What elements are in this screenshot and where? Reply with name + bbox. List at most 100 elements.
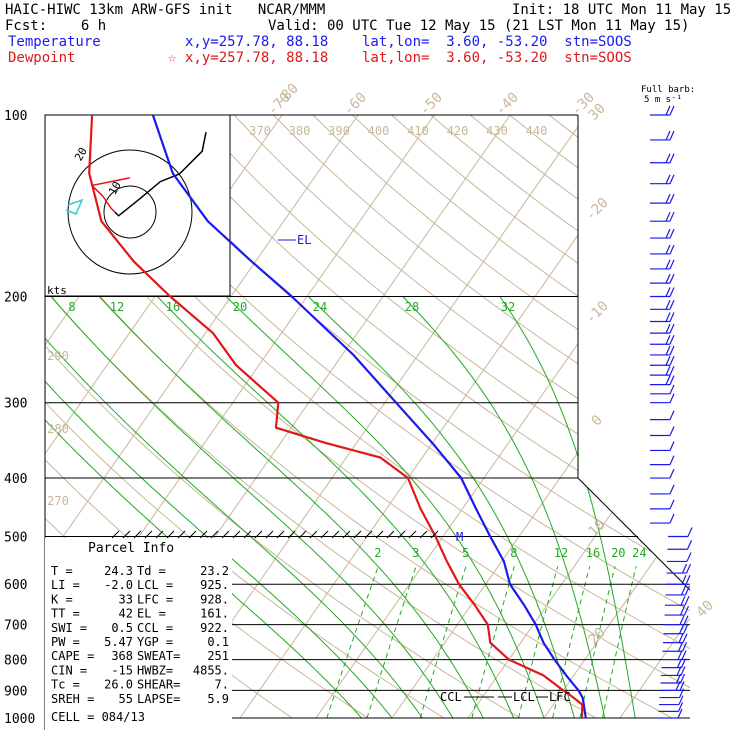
theta-label: 270	[47, 494, 69, 508]
wind-barb-flag	[669, 244, 675, 255]
wind-barb-flag	[686, 552, 692, 562]
mixing-ratio-line	[579, 566, 616, 719]
hodograph-ring-label: 20	[72, 145, 90, 163]
parcel-value: 922.	[200, 621, 229, 635]
wind-barb-flag	[675, 673, 682, 684]
parcel-label: SWEAT=	[137, 649, 180, 663]
parcel-value: 4855.	[193, 663, 229, 677]
parcel-label: K =	[51, 592, 73, 606]
theta-e-label: 12	[110, 300, 124, 314]
dewpoint-marker: ☆	[168, 50, 177, 66]
parcel-label: LCL =	[137, 578, 173, 592]
wind-barb-flag	[679, 605, 686, 616]
wind-barb-flag	[665, 335, 671, 345]
wind-barb-flag	[683, 615, 689, 625]
parcel-label: SHEAR=	[137, 678, 180, 692]
mixing-ratio-label: 8	[510, 546, 517, 560]
wind-barb-flag	[669, 153, 675, 163]
wind-barb-flag	[665, 300, 671, 310]
pressure-label: 700	[4, 619, 27, 634]
wind-barb-flag	[686, 540, 693, 550]
mixing-ratio-line	[552, 566, 591, 719]
hatch-mark	[320, 530, 329, 539]
wind-barb-flag	[680, 658, 687, 668]
parcel-value: 251	[207, 649, 229, 663]
wind-barb-flag	[669, 499, 675, 510]
dry-adiabat-line	[509, 115, 690, 719]
parcel-value: 925.	[200, 578, 229, 592]
wind-barb-flag	[677, 650, 683, 660]
hatch-mark	[309, 530, 318, 539]
wind-barb-flag	[685, 574, 691, 585]
level-annotations: EL M CCL LCL LFC	[278, 233, 571, 704]
wind-barb-flag	[669, 345, 675, 356]
parcel-value: 33	[119, 592, 133, 606]
wind-barb-flag	[681, 574, 687, 585]
wind-barb-flag	[669, 273, 675, 284]
parcel-label: SREH =	[51, 692, 94, 706]
theta-label: 400	[368, 124, 390, 138]
parcel-label: CIN =	[51, 663, 87, 677]
wind-barb-flag	[669, 410, 675, 420]
hodograph: 10 20 kts	[44, 114, 231, 297]
wind-barb-flag	[679, 673, 686, 684]
wind-barb-flag	[665, 193, 671, 204]
hodograph-ring	[103, 185, 157, 239]
theta-label: 430	[486, 124, 508, 138]
wind-barb-flag	[665, 345, 671, 356]
wind-barb-flag	[665, 228, 671, 239]
parcel-value: 5.9	[207, 692, 229, 706]
wind-barb-flag	[682, 633, 688, 643]
theta-e-label: 32	[501, 300, 515, 314]
mixing-ratio-line	[471, 566, 515, 719]
mixing-ratio-label: 5	[462, 546, 469, 560]
hatch-mark	[287, 530, 296, 539]
wind-barb-flag	[675, 681, 681, 691]
wind-barb-flag	[678, 688, 685, 698]
wind-barb-flag	[665, 323, 671, 334]
wind-barb-flag	[665, 365, 671, 376]
wind-barb-flag	[680, 666, 686, 676]
barb-legend-unit: 5 m s⁻¹	[644, 95, 682, 105]
hatch-mark	[397, 530, 406, 539]
wind-barb-flag	[679, 615, 685, 625]
wind-barb-flag	[665, 211, 671, 222]
wind-barb-flag	[665, 375, 671, 385]
isotherm-line	[543, 115, 690, 719]
wind-barb-flag	[665, 259, 671, 270]
hatch-mark	[111, 530, 120, 539]
hatch-mark	[375, 530, 384, 539]
theta-e-label: 28	[405, 300, 419, 314]
isotherm-line	[315, 115, 690, 719]
hatch-mark	[177, 530, 186, 539]
wind-barb-flag	[669, 375, 675, 385]
mixing-ratio-label: 24	[632, 546, 646, 560]
parcel-value: 55	[119, 692, 133, 706]
dry-adiabat-line	[45, 115, 521, 719]
theta-e-label: 20	[233, 300, 247, 314]
dry-adiabat-line	[194, 115, 690, 719]
init-time: Init: 18 UTC Mon 11 May 15	[512, 2, 732, 18]
dewpoint-legend: Dewpoint	[8, 50, 76, 66]
pressure-label: 800	[4, 654, 27, 669]
wind-barb-flag	[669, 355, 675, 366]
wind-barb-flag	[685, 563, 692, 574]
wind-barb-flag	[681, 650, 687, 660]
sounding-series	[88, 114, 587, 719]
hodograph-storm-motion	[65, 198, 84, 215]
mixing-ratio-label: 2	[374, 546, 381, 560]
wind-barb-flag	[665, 355, 671, 366]
isotherm-label: -60	[341, 90, 370, 119]
theta-label: 390	[328, 124, 350, 138]
dry-adiabat-line	[273, 115, 690, 719]
parcel-value: 0.5	[111, 621, 133, 635]
wind-barb-flag	[684, 585, 691, 596]
hatch-mark	[166, 530, 175, 539]
hodograph-lower-trace	[90, 177, 131, 213]
mixing-ratio-label: 20	[611, 546, 625, 560]
hatch-mark	[232, 530, 241, 539]
wind-barb-flag	[669, 468, 675, 479]
wind-barb-flag	[669, 130, 675, 141]
parcel-label: LFC =	[137, 592, 173, 606]
pressure-label: 600	[4, 578, 27, 593]
